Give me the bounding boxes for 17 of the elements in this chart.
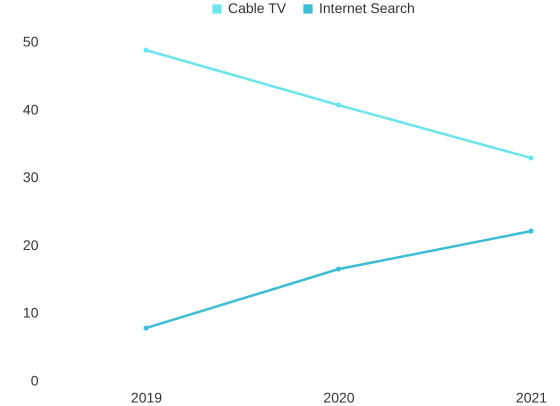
point (336, 266, 341, 272)
point (336, 102, 341, 108)
x-tick-label: 2020 (323, 390, 355, 406)
x-tick-label: 2021 (516, 390, 548, 406)
x-tick-label: 2019 (130, 390, 162, 406)
legend-label: Cable TV (228, 0, 287, 16)
point (528, 228, 534, 234)
y-tick-label: 0 (30, 372, 39, 388)
y-tick-label: 40 (22, 101, 39, 118)
y-tick-label: 50 (22, 34, 39, 50)
legend-label: Internet Search (319, 0, 415, 16)
point (144, 326, 148, 331)
point (144, 48, 148, 53)
y-tick-label: 20 (22, 236, 39, 253)
point (528, 155, 534, 160)
y-tick-label: 10 (22, 304, 39, 321)
y-tick-label: 30 (22, 169, 39, 186)
